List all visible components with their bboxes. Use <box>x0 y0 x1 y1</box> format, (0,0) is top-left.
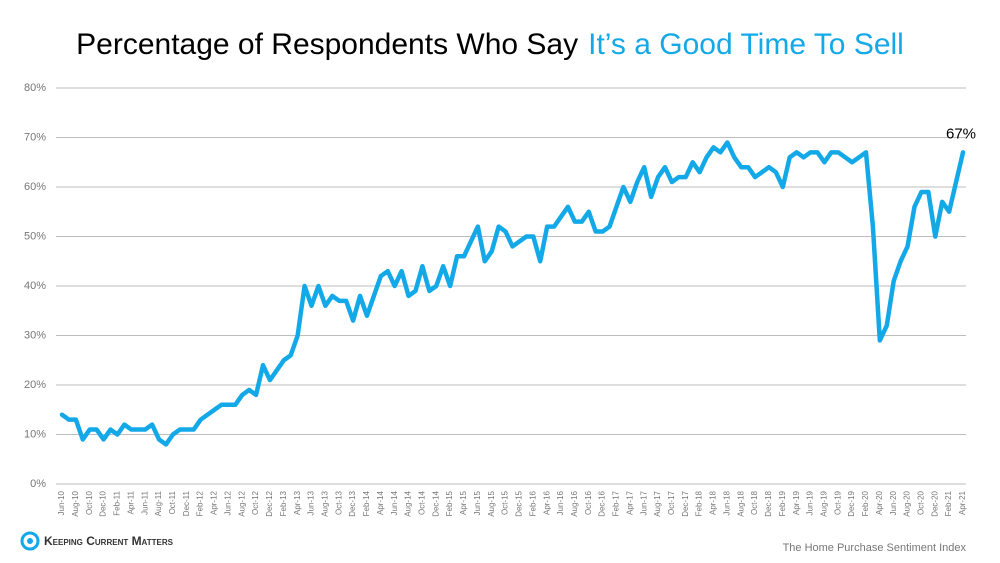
x-tick-label: Aug-18 <box>736 490 745 516</box>
x-tick-label: Apr-21 <box>958 490 967 515</box>
x-tick-label: Feb-11 <box>113 490 122 515</box>
x-tick-label: Aug-17 <box>653 490 662 516</box>
x-tick-label: Feb-19 <box>778 490 787 516</box>
x-tick-label: Dec-16 <box>598 490 607 516</box>
x-tick-label: Jun-20 <box>889 490 898 515</box>
x-tick-label: Apr-19 <box>792 490 801 515</box>
x-tick-label: Oct-15 <box>501 490 510 515</box>
x-tick-label: Jun-13 <box>307 490 316 515</box>
x-tick-label: Oct-16 <box>584 490 593 515</box>
x-tick-label: Feb-16 <box>528 490 537 516</box>
x-tick-label: Oct-13 <box>334 490 343 515</box>
x-tick-label: Oct-12 <box>251 490 260 515</box>
x-tick-label: Dec-19 <box>847 490 856 516</box>
x-tick-label: Aug-11 <box>154 490 163 516</box>
x-tick-label: Dec-18 <box>764 490 773 516</box>
chart-title-highlight: It’s a Good Time To Sell <box>588 28 904 61</box>
x-tick-label: Jun-16 <box>556 490 565 515</box>
x-tick-label: Feb-13 <box>279 490 288 516</box>
x-tick-label: Apr-15 <box>459 490 468 515</box>
x-tick-label: Aug-19 <box>819 490 828 516</box>
x-tick-label: Aug-20 <box>903 490 912 516</box>
x-tick-label: Feb-18 <box>695 490 704 516</box>
x-tick-label: Dec-10 <box>99 490 108 516</box>
x-tick-label: Apr-18 <box>709 490 718 515</box>
x-tick-label: Feb-17 <box>612 490 621 516</box>
x-tick-label: Feb-20 <box>861 490 870 516</box>
y-tick-label: 60% <box>24 181 46 193</box>
y-tick-label: 80% <box>24 82 46 94</box>
x-tick-label: Oct-11 <box>168 490 177 514</box>
x-tick-label: Jun-15 <box>473 490 482 515</box>
x-tick-label: Oct-18 <box>750 490 759 515</box>
x-tick-label: Oct-17 <box>667 490 676 515</box>
brand-logo <box>20 531 40 551</box>
x-tick-label: Apr-13 <box>293 490 302 515</box>
x-tick-label: Jun-17 <box>639 490 648 515</box>
x-tick-label: Jun-14 <box>390 490 399 515</box>
x-tick-label: Apr-16 <box>542 490 551 515</box>
x-tick-label: Apr-12 <box>210 490 219 515</box>
x-tick-label: Apr-17 <box>625 490 634 515</box>
source: The Home Purchase Sentiment Index <box>783 542 967 554</box>
y-tick-label: 10% <box>24 428 46 440</box>
y-tick-label: 30% <box>24 329 46 341</box>
x-tick-label: Dec-20 <box>930 490 939 516</box>
y-tick-label: 70% <box>24 131 46 143</box>
x-tick-label: Jun-18 <box>722 490 731 515</box>
chart-title: Percentage of Respondents Who Say <box>76 28 578 61</box>
x-tick-label: Oct-20 <box>917 490 926 515</box>
data-line <box>59 140 966 447</box>
x-tick-label: Oct-14 <box>418 490 427 515</box>
x-tick-label: Feb-15 <box>445 490 454 516</box>
x-tick-label: Dec-15 <box>515 490 524 516</box>
x-tick-label: Jun-12 <box>223 490 232 515</box>
x-tick-label: Dec-17 <box>681 490 690 516</box>
x-tick-label: Aug-14 <box>404 490 413 516</box>
chart-title-group: Percentage of Respondents Who Say It’s a … <box>76 28 904 61</box>
x-tick-label: Dec-12 <box>265 490 274 516</box>
x-tick-label: Jun-19 <box>806 490 815 515</box>
x-tick-label: Aug-16 <box>570 490 579 516</box>
x-tick-label: Jun-10 <box>57 490 66 515</box>
x-tick-label: Feb-21 <box>944 490 953 516</box>
logo-dot <box>27 538 33 544</box>
x-tick-label: Aug-12 <box>237 490 246 516</box>
x-tick-label: Dec-11 <box>182 490 191 516</box>
logo-icon <box>20 531 40 551</box>
x-tick-label: Apr-14 <box>376 490 385 515</box>
x-tick-label: Feb-12 <box>196 490 205 516</box>
x-tick-label: Jun-11 <box>140 490 149 514</box>
x-tick-label: Aug-13 <box>320 490 329 516</box>
x-tick-label: Oct-19 <box>833 490 842 515</box>
y-tick-label: 50% <box>24 230 46 242</box>
x-tick-label: Feb-14 <box>362 490 371 516</box>
x-tick-label: Oct-10 <box>85 490 94 515</box>
x-tick-label: Dec-14 <box>431 490 440 516</box>
y-tick-label: 20% <box>24 379 46 391</box>
x-tick-label: Aug-15 <box>487 490 496 516</box>
x-tick-label: Aug-10 <box>71 490 80 516</box>
annotation: 67% <box>946 125 976 142</box>
y-tick-label: 40% <box>24 280 46 292</box>
brand-name: Keeping Current Matters <box>44 534 174 548</box>
y-tick-label: 0% <box>30 478 46 490</box>
x-tick-label: Dec-13 <box>348 490 357 516</box>
x-tick-label: Apr-20 <box>875 490 884 515</box>
x-tick-label: Apr-11 <box>126 490 135 514</box>
